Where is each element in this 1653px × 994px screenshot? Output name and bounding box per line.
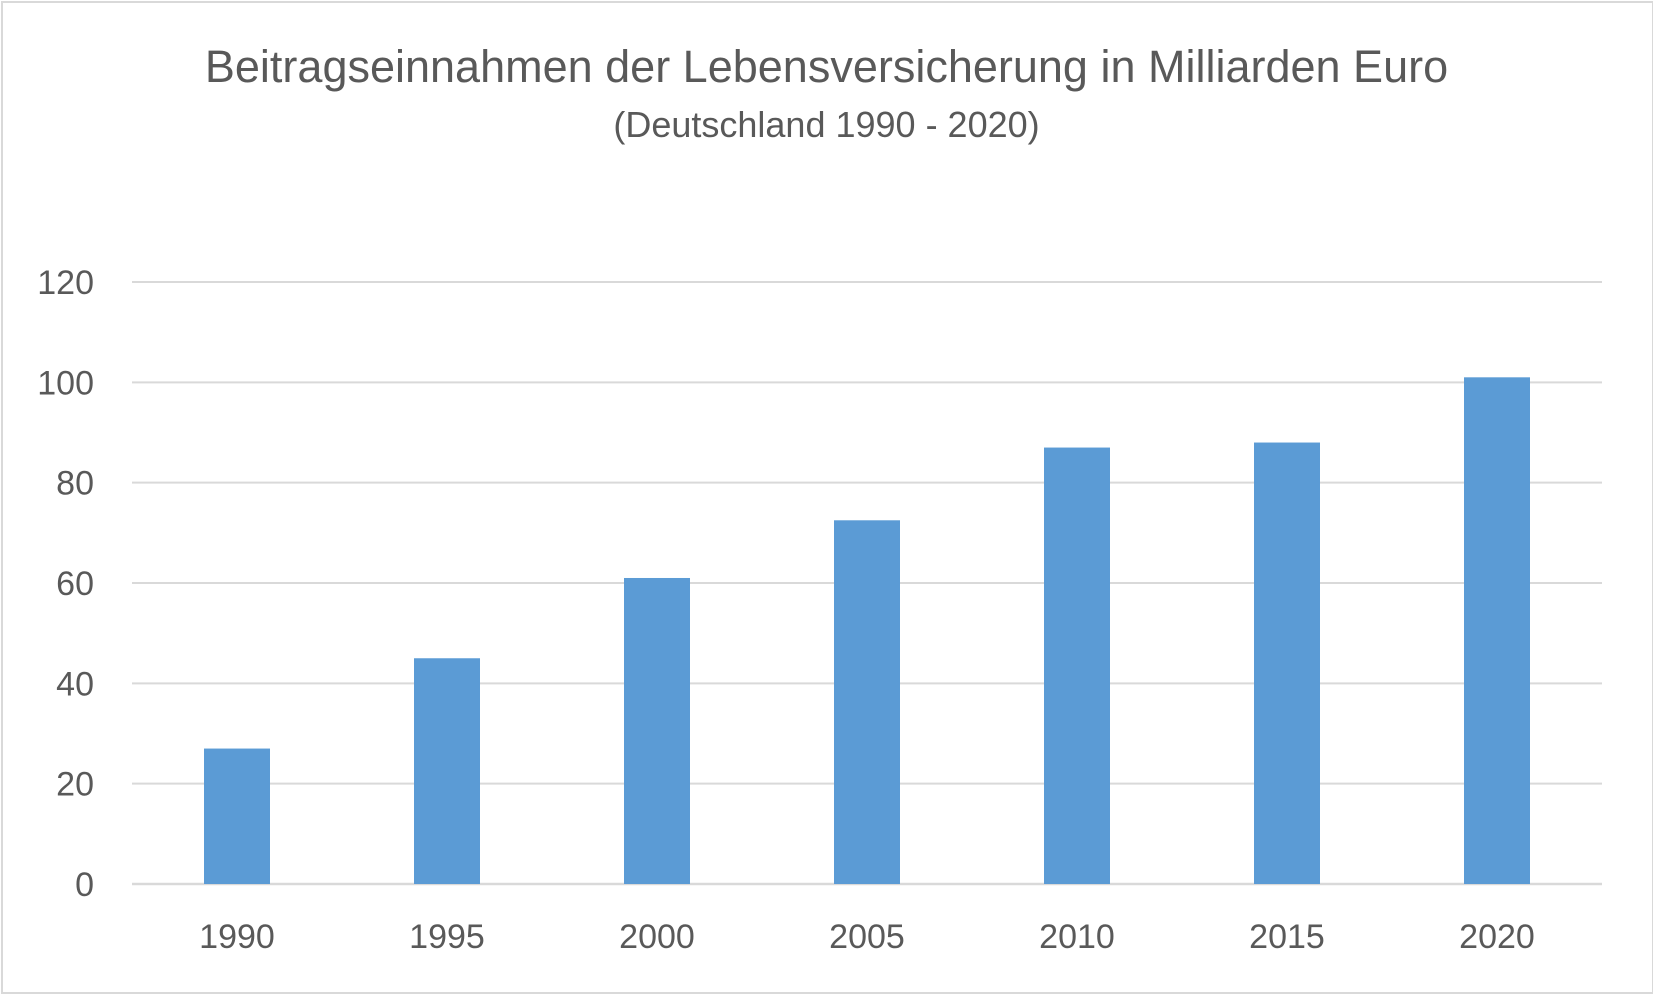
- x-axis-labels: 1990 1995 2000 2005 2010 2015 2020: [199, 918, 1535, 956]
- bar-2015: [1254, 442, 1320, 884]
- x-tick-label: 1990: [199, 918, 275, 956]
- x-tick-label: 2010: [1039, 918, 1115, 956]
- y-tick-label: 20: [56, 766, 94, 804]
- y-tick-label: 0: [75, 866, 94, 904]
- y-axis-labels: 0 20 40 60 80 100 120: [37, 264, 94, 904]
- bar-1995: [414, 658, 480, 884]
- y-tick-label: 100: [37, 364, 94, 402]
- y-tick-label: 120: [37, 264, 94, 302]
- x-tick-label: 2000: [619, 918, 695, 956]
- y-tick-label: 40: [56, 665, 94, 703]
- x-tick-label: 2015: [1249, 918, 1325, 956]
- bar-2010: [1044, 447, 1110, 884]
- bar-2005: [834, 520, 900, 884]
- chart-header: Beitragseinnahmen der Lebensversicherung…: [0, 38, 1653, 148]
- y-tick-label: 80: [56, 465, 94, 503]
- chart-title: Beitragseinnahmen der Lebensversicherung…: [204, 41, 1449, 92]
- y-tick-label: 60: [56, 565, 94, 603]
- x-tick-label: 1995: [409, 918, 485, 956]
- chart-subtitle: (Deutschland 1990 - 2020): [613, 104, 1040, 145]
- x-tick-label: 2020: [1459, 918, 1535, 956]
- bars: [204, 377, 1530, 884]
- bar-2020: [1464, 377, 1530, 884]
- x-tick-label: 2005: [829, 918, 905, 956]
- bar-2000: [624, 577, 690, 884]
- bar-1990: [204, 748, 270, 884]
